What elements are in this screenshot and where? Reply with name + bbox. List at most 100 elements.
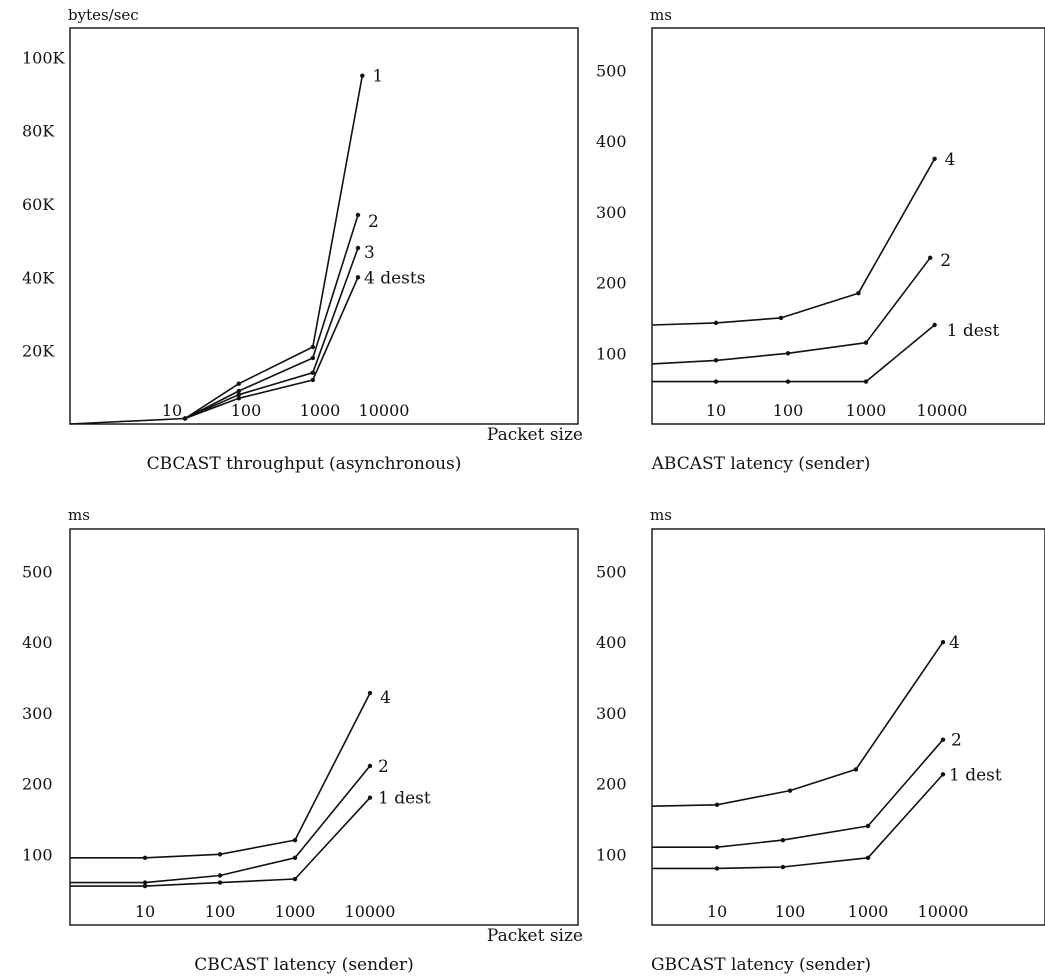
plot-frame [69,27,579,425]
y-tick-label: 500 [22,562,53,581]
x-tick-label: 10 [162,401,182,420]
data-point [355,275,361,280]
data-point [236,392,242,397]
data-point [292,876,298,882]
y-tick-label: 80K [22,122,55,141]
data-point [217,852,223,857]
data-point [865,823,871,829]
data-point [713,320,719,326]
x-tick-label: 100 [231,401,262,420]
data-point [355,212,361,218]
data-point [940,639,946,645]
data-point [856,290,861,296]
data-point [367,690,373,696]
data-point [360,73,365,78]
y-tick-label: 100 [22,845,53,864]
data-point [182,416,188,421]
series-line [70,765,371,884]
series-line [184,214,359,420]
y-tick-label: 100 [596,344,627,363]
y-tick-label: 300 [596,704,627,723]
series-label: 2 [951,731,962,751]
y-axis-unit: ms [68,506,90,524]
series-label: 3 [364,243,375,263]
data-point [787,788,793,793]
x-tick-label: 100 [205,902,236,921]
data-point [292,837,298,843]
series-label: 4 [380,688,391,708]
x-tick-label: 1000 [300,401,341,420]
y-tick-label: 500 [596,562,627,581]
series-label: 2 [368,212,379,232]
series-line [651,641,944,807]
data-point [785,379,791,384]
x-tick-label: 10000 [359,401,410,420]
data-point [217,880,223,885]
x-tick-label: 10 [135,902,155,921]
x-tick-label: 1000 [848,902,889,921]
chart-caption: ABCAST latency (sender) [651,454,871,474]
y-tick-label: 200 [596,274,627,293]
y-tick-label: 200 [22,775,53,794]
series-label: 1 dest [378,789,431,809]
series-line [651,158,936,326]
y-axis-unit: ms [650,506,672,524]
data-point [863,379,869,384]
data-point [236,388,242,394]
x-tick-label: 100 [773,401,804,420]
y-tick-label: 400 [596,633,627,652]
data-point [865,855,871,861]
series-label: 2 [940,251,951,271]
data-point [367,795,373,800]
data-point [853,767,859,772]
series-line [70,692,371,859]
series-label: 1 [372,67,383,87]
x-tick-label: 10000 [917,401,968,420]
x-axis-title: Packet size [487,425,583,445]
plot-frame [651,27,1045,425]
data-point [310,377,316,383]
data-point [714,802,720,807]
data-point [780,864,786,870]
x-tick-label: 1000 [275,902,316,921]
data-point [236,396,242,401]
chart-caption: CBCAST latency (sender) [194,955,414,975]
x-tick-label: 10000 [918,902,969,921]
series-label: 1 dest [947,321,1000,341]
data-point [142,880,148,885]
y-tick-label: 400 [596,132,627,151]
chart-caption: CBCAST throughput (asynchronous) [147,454,462,474]
y-tick-label: 300 [22,704,53,723]
chart-caption: GBCAST latency (sender) [651,955,871,975]
data-point [714,845,720,850]
data-point [713,379,719,384]
data-point [932,156,937,162]
data-point [217,873,223,878]
series-line [184,276,359,420]
x-tick-label: 1000 [846,401,887,420]
x-tick-label: 100 [775,902,806,921]
series-label: 4 [949,633,960,653]
data-point [932,322,937,328]
series-label: 4 dests [364,268,425,288]
data-point [236,381,242,386]
y-tick-label: 100 [596,845,627,864]
data-point [778,315,784,321]
data-point [940,772,946,777]
data-point [292,855,298,861]
x-axis-title: Packet size [487,926,583,946]
series-label: 1 dest [949,765,1002,785]
y-tick-label: 20K [22,342,55,361]
x-tick-label: 10000 [345,902,396,921]
data-point [928,255,933,261]
series-line [69,75,364,425]
data-point [714,866,720,871]
data-point [310,355,316,361]
y-tick-label: 100K [22,48,66,67]
y-tick-label: 60K [22,195,55,214]
data-point [940,737,946,742]
x-tick-label: 10 [706,401,726,420]
series-label: 2 [378,757,389,777]
data-point [780,837,786,843]
plot-frame [651,528,1045,926]
